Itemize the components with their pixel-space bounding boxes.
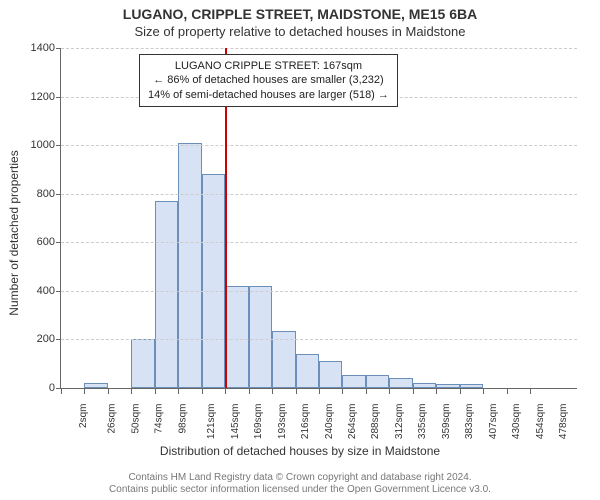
bar [178,143,201,388]
bar [202,174,225,388]
y-tick-label: 1000 [25,139,55,151]
y-tick-label: 1200 [25,91,55,103]
bar [342,375,365,388]
bar [296,354,319,388]
bar [389,378,412,388]
page-subtitle: Size of property relative to detached ho… [0,22,600,39]
x-tick-label: 478sqm [558,404,569,440]
y-tick-label: 1400 [25,42,55,54]
x-tick-label: 98sqm [177,404,188,434]
footer: Contains HM Land Registry data © Crown c… [0,472,600,496]
bar [131,339,154,388]
plot-area: 0200400600800100012001400 2sqm26sqm50sqm… [60,48,577,389]
bar [460,384,483,388]
y-tick-label: 800 [25,188,55,200]
bar [225,286,248,388]
x-tick-label: 430sqm [511,404,522,440]
info-box: LUGANO CRIPPLE STREET: 167sqm ← 86% of d… [139,54,398,107]
bar [413,383,436,388]
y-tick-label: 0 [25,382,55,394]
bar [249,286,272,388]
bar [436,384,459,388]
x-tick-label: 121sqm [206,404,217,440]
info-line-3: 14% of semi-detached houses are larger (… [148,88,389,102]
x-tick-label: 407sqm [488,404,499,440]
x-tick-label: 193sqm [277,404,288,440]
x-tick-label: 240sqm [324,404,335,440]
y-tick-label: 200 [25,333,55,345]
x-tick-label: 454sqm [535,404,546,440]
x-tick-label: 383sqm [464,404,475,440]
y-axis-label: Number of detached properties [7,150,21,315]
footer-line-1: Contains HM Land Registry data © Crown c… [0,472,600,484]
footer-line-2: Contains public sector information licen… [0,484,600,496]
chart: Number of detached properties 0200400600… [60,48,576,418]
info-line-2: ← 86% of detached houses are smaller (3,… [148,73,389,87]
bar [319,361,342,388]
x-tick-label: 312sqm [394,404,405,440]
x-tick-label: 359sqm [441,404,452,440]
bar [155,201,178,388]
page-title: LUGANO, CRIPPLE STREET, MAIDSTONE, ME15 … [0,0,600,22]
x-tick-label: 216sqm [300,404,311,440]
x-tick-label: 26sqm [107,404,118,434]
bar [366,375,389,388]
x-tick-label: 50sqm [130,404,141,434]
x-tick-label: 145sqm [230,404,241,440]
bar [84,383,107,388]
x-axis-label: Distribution of detached houses by size … [0,444,600,458]
y-tick-label: 400 [25,285,55,297]
x-tick-label: 288sqm [371,404,382,440]
x-tick-label: 74sqm [154,404,165,434]
x-tick-label: 2sqm [78,404,89,428]
x-tick-label: 169sqm [253,404,264,440]
x-tick-label: 335sqm [417,404,428,440]
y-tick-label: 600 [25,236,55,248]
info-line-1: LUGANO CRIPPLE STREET: 167sqm [148,59,389,73]
x-tick-label: 264sqm [347,404,358,440]
